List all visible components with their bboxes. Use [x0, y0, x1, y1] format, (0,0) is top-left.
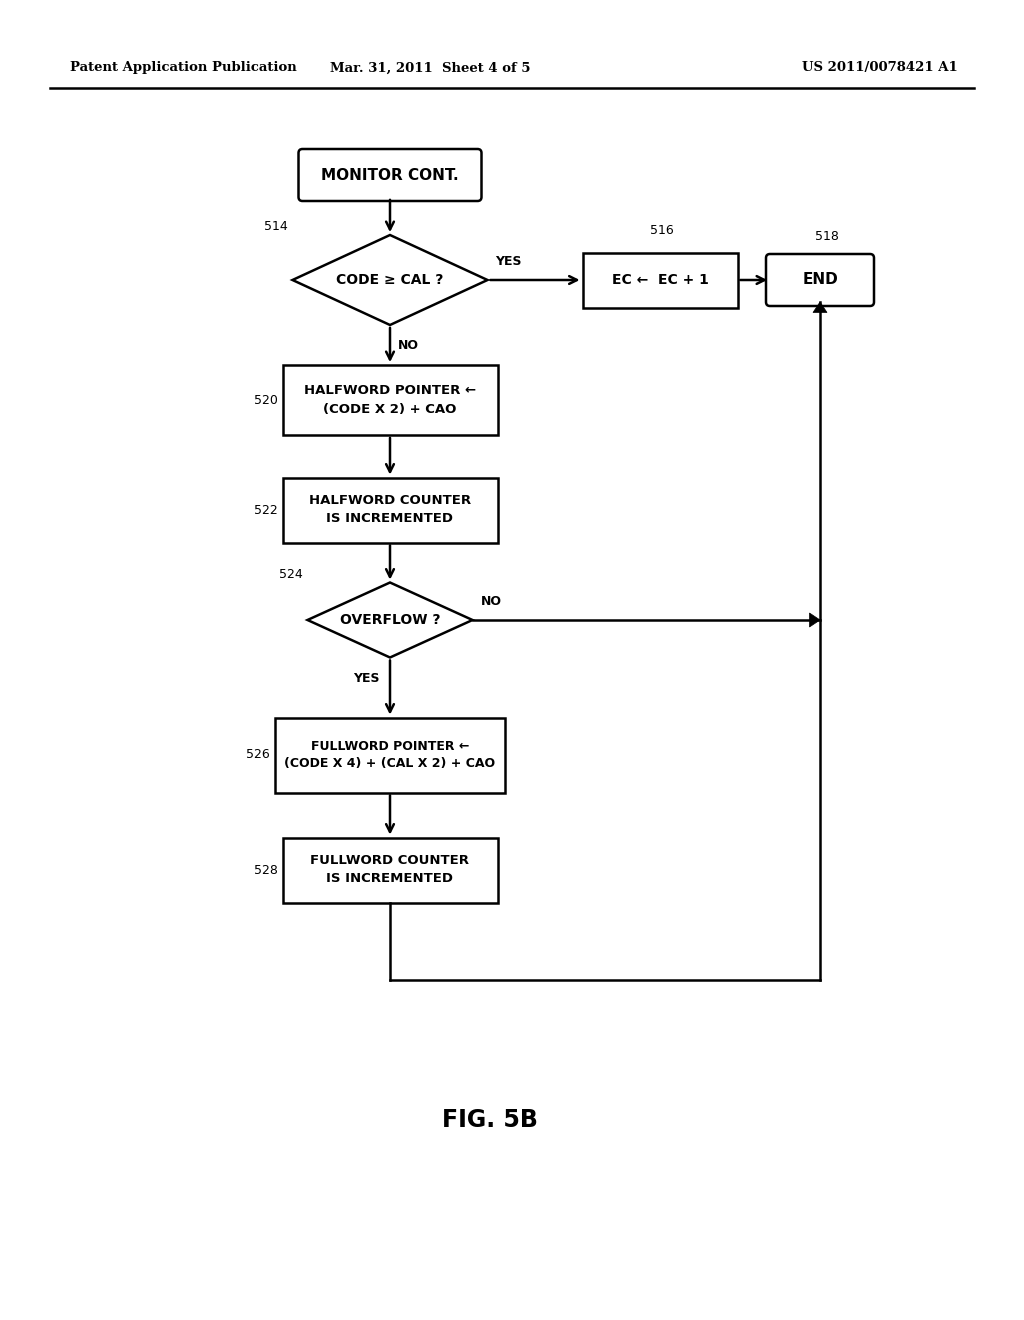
Bar	[275, 718, 505, 792]
Text: HALFWORD POINTER ←
(CODE X 2) + CAO: HALFWORD POINTER ← (CODE X 2) + CAO	[304, 384, 476, 416]
Text: FULLWORD POINTER ←
(CODE X 4) + (CAL X 2) + CAO: FULLWORD POINTER ← (CODE X 4) + (CAL X 2…	[285, 739, 496, 771]
Text: OVERFLOW ?: OVERFLOW ?	[340, 612, 440, 627]
Bar	[283, 478, 498, 543]
Text: 516: 516	[650, 224, 674, 238]
Text: CODE ≥ CAL ?: CODE ≥ CAL ?	[336, 273, 443, 286]
FancyBboxPatch shape	[766, 253, 874, 306]
Text: MONITOR CONT.: MONITOR CONT.	[322, 168, 459, 182]
Text: NO: NO	[480, 595, 502, 609]
Text: Patent Application Publication: Patent Application Publication	[70, 62, 297, 74]
Text: US 2011/0078421 A1: US 2011/0078421 A1	[802, 62, 957, 74]
Text: 520: 520	[254, 393, 278, 407]
Text: 528: 528	[254, 863, 278, 876]
Polygon shape	[810, 612, 820, 627]
Text: 522: 522	[254, 503, 278, 516]
Text: Mar. 31, 2011  Sheet 4 of 5: Mar. 31, 2011 Sheet 4 of 5	[330, 62, 530, 74]
Text: NO: NO	[398, 339, 419, 352]
Text: FIG. 5B: FIG. 5B	[442, 1107, 538, 1133]
Text: 524: 524	[279, 568, 302, 581]
Text: 518: 518	[815, 230, 839, 243]
Text: 514: 514	[264, 220, 288, 234]
Polygon shape	[307, 582, 472, 657]
Bar	[283, 366, 498, 436]
Text: YES: YES	[353, 672, 380, 685]
Text: END: END	[802, 272, 838, 288]
Text: HALFWORD COUNTER
IS INCREMENTED: HALFWORD COUNTER IS INCREMENTED	[309, 495, 471, 525]
Bar	[583, 252, 737, 308]
Polygon shape	[293, 235, 487, 325]
Polygon shape	[813, 302, 827, 313]
Text: EC ←  EC + 1: EC ← EC + 1	[611, 273, 709, 286]
FancyBboxPatch shape	[299, 149, 481, 201]
Text: 526: 526	[246, 748, 270, 762]
Text: FULLWORD COUNTER
IS INCREMENTED: FULLWORD COUNTER IS INCREMENTED	[310, 854, 469, 886]
Text: YES: YES	[496, 255, 522, 268]
Bar	[283, 837, 498, 903]
